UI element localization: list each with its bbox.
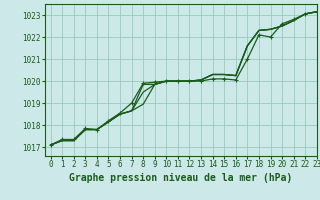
X-axis label: Graphe pression niveau de la mer (hPa): Graphe pression niveau de la mer (hPa)	[69, 173, 292, 183]
